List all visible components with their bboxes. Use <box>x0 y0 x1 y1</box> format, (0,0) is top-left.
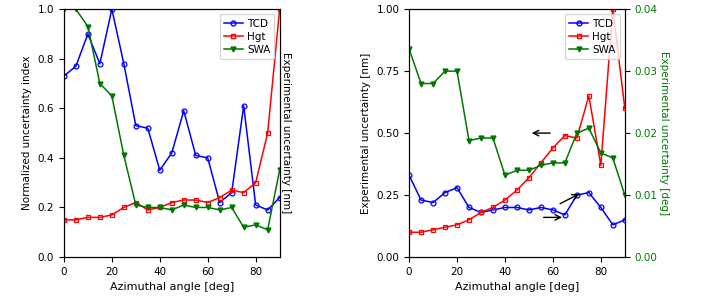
X-axis label: Azimuthal angle [deg]: Azimuthal angle [deg] <box>109 282 234 292</box>
Y-axis label: Experimental uncertainty [deg]: Experimental uncertainty [deg] <box>659 51 669 215</box>
Legend: TCD, Hgt, SWA: TCD, Hgt, SWA <box>565 14 620 59</box>
X-axis label: Azimuthal angle [deg]: Azimuthal angle [deg] <box>455 282 579 292</box>
Y-axis label: Experimental uncertainty [nm]: Experimental uncertainty [nm] <box>361 53 371 214</box>
Legend: TCD, Hgt, SWA: TCD, Hgt, SWA <box>220 14 275 59</box>
Y-axis label: Experimental uncertainty [nm]: Experimental uncertainty [nm] <box>280 53 290 214</box>
Y-axis label: Normalized uncertainty index: Normalized uncertainty index <box>22 56 32 211</box>
